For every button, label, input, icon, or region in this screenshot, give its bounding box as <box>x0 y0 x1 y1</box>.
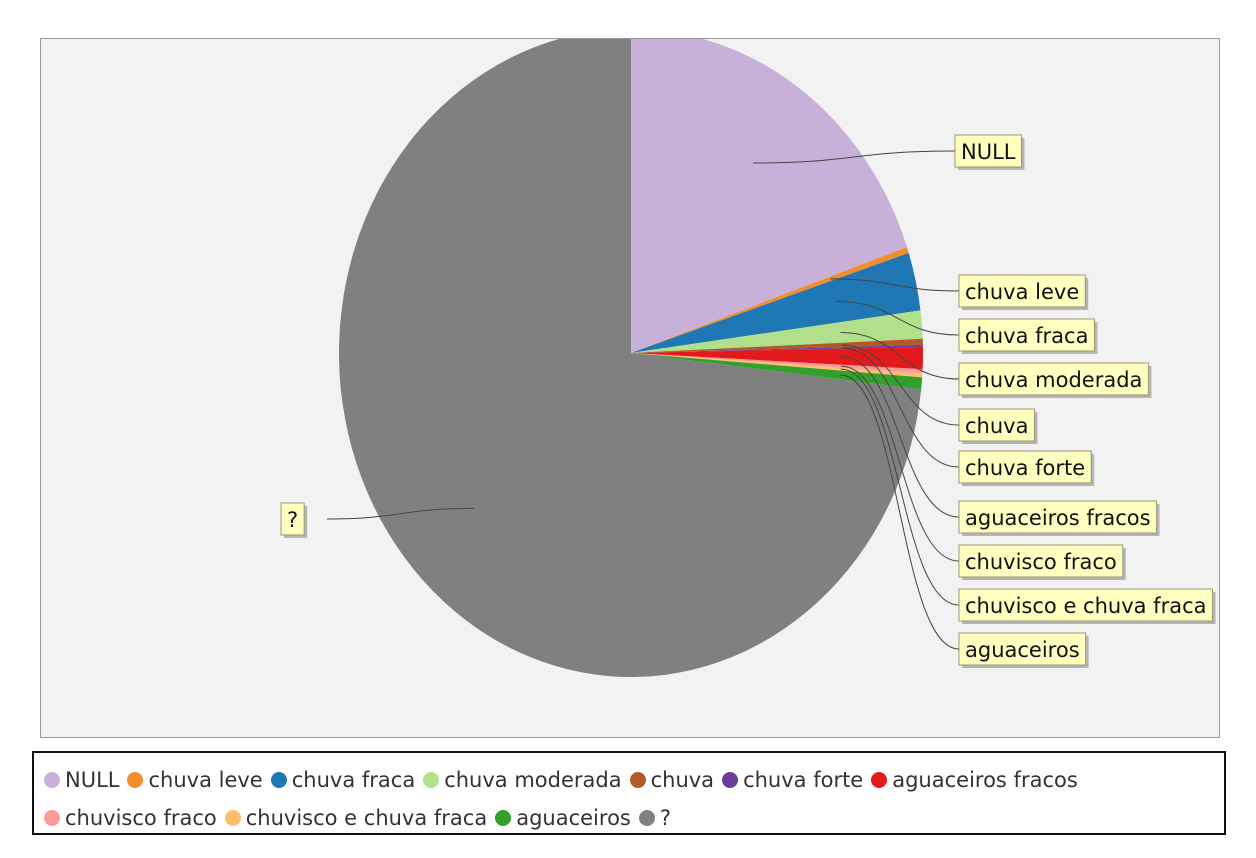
slice-label-8: chuvisco e chuva fraca <box>958 588 1216 624</box>
slice-label-text-1: chuva leve <box>965 280 1079 304</box>
leader-line-2 <box>836 300 960 336</box>
legend-swatch <box>495 810 512 826</box>
pie-slice-0 <box>631 39 907 353</box>
pie-slice-5 <box>631 344 923 353</box>
legend-swatch <box>270 772 287 788</box>
leader-line-7 <box>840 365 960 562</box>
pie-slice-10 <box>339 39 922 677</box>
legend-swatch <box>629 772 646 788</box>
slice-label-3: chuva moderada <box>958 362 1152 398</box>
slice-label-text-2: chuva fraca <box>965 324 1088 348</box>
legend-item-3: chuva moderada <box>423 768 622 792</box>
legend-label: chuvisco e chuva fraca <box>245 806 488 830</box>
slice-label-text-0: NULL <box>961 140 1016 164</box>
slice-label-text-7: chuvisco fraco <box>965 550 1117 574</box>
slice-label-2: chuva fraca <box>958 318 1098 354</box>
legend-label: chuva <box>650 768 715 792</box>
pie-slice-1 <box>631 247 909 353</box>
legend-label: chuva forte <box>743 768 864 792</box>
legend-item-5: chuva forte <box>722 768 863 792</box>
slice-label-0: NULL <box>954 134 1025 170</box>
legend: NULL chuva leve chuva fraca chuva moderada c… <box>32 751 1226 835</box>
legend-label: chuva moderada <box>444 768 622 792</box>
leader-line-3 <box>840 332 960 380</box>
slice-label-text-9: aguaceiros <box>965 638 1080 662</box>
pie-slice-2 <box>631 252 921 353</box>
legend-swatch <box>871 772 888 788</box>
pie-slice-4 <box>631 338 923 353</box>
leader-line-9 <box>840 374 960 650</box>
slice-label-text-3: chuva moderada <box>965 368 1142 392</box>
pie-slice-3 <box>631 310 923 353</box>
legend-item-1: chuva leve <box>127 768 263 792</box>
legend-item-0: NULL <box>44 768 119 792</box>
slice-label-5: chuva forte <box>958 450 1095 486</box>
legend-swatch <box>127 772 144 788</box>
slice-label-text-8: chuvisco e chuva fraca <box>965 594 1206 618</box>
legend-item-7: chuvisco fraco <box>44 806 217 830</box>
legend-label: ? <box>659 806 672 830</box>
slice-label-text-5: chuva forte <box>965 456 1085 480</box>
leader-line-10 <box>326 507 475 520</box>
legend-row: chuvisco fraco chuvisco e chuva fraca agua… <box>44 799 1224 837</box>
legend-item-8: chuvisco e chuva fraca <box>224 806 488 830</box>
pie-chart: NULL chuva leve chuva fraca chuva moderada c… <box>280 39 1216 677</box>
pie-slice-9 <box>631 353 923 390</box>
legend-label: aguaceiros fracos <box>892 768 1078 792</box>
legend-item-6: aguaceiros fracos <box>871 768 1078 792</box>
legend-row: NULL chuva leve chuva fraca chuva moderada c… <box>44 761 1224 799</box>
legend-item-2: chuva fraca <box>270 768 416 792</box>
slice-label-text-4: chuva <box>965 414 1028 438</box>
slice-label-1: chuva leve <box>958 274 1089 310</box>
legend-swatch <box>44 810 60 826</box>
slice-label-4: chuva <box>958 408 1038 444</box>
legend-item-4: chuva <box>629 768 715 792</box>
legend-label: chuva fraca <box>291 768 416 792</box>
legend-swatch <box>44 772 60 788</box>
legend-swatch <box>638 810 655 826</box>
legend-label: chuvisco fraco <box>65 806 217 830</box>
pie-slice-6 <box>631 346 923 370</box>
slice-label-10: ? <box>280 502 308 538</box>
slice-label-9: aguaceiros <box>958 632 1089 668</box>
slice-label-7: chuvisco fraco <box>958 544 1126 580</box>
legend-item-10: ? <box>638 806 672 830</box>
leader-line-6 <box>841 356 960 518</box>
leader-line-5 <box>841 347 960 468</box>
legend-item-9: aguaceiros <box>495 806 631 830</box>
leader-line-0 <box>752 150 956 164</box>
plot-area: NULL chuva leve chuva fraca chuva moderada c… <box>40 38 1220 738</box>
leader-line-1 <box>830 278 960 292</box>
leader-line-4 <box>841 344 960 426</box>
legend-label: aguaceiros <box>516 806 631 830</box>
legend-label: chuva leve <box>148 768 263 792</box>
legend-swatch <box>423 772 440 788</box>
slice-label-6: aguaceiros fracos <box>958 500 1160 536</box>
legend-swatch <box>722 772 739 788</box>
slice-label-text-6: aguaceiros fracos <box>965 506 1151 530</box>
slice-label-text-10: ? <box>287 508 298 532</box>
legend-label: NULL <box>65 768 120 792</box>
legend-swatch <box>224 810 241 826</box>
leader-line-8 <box>840 368 960 606</box>
